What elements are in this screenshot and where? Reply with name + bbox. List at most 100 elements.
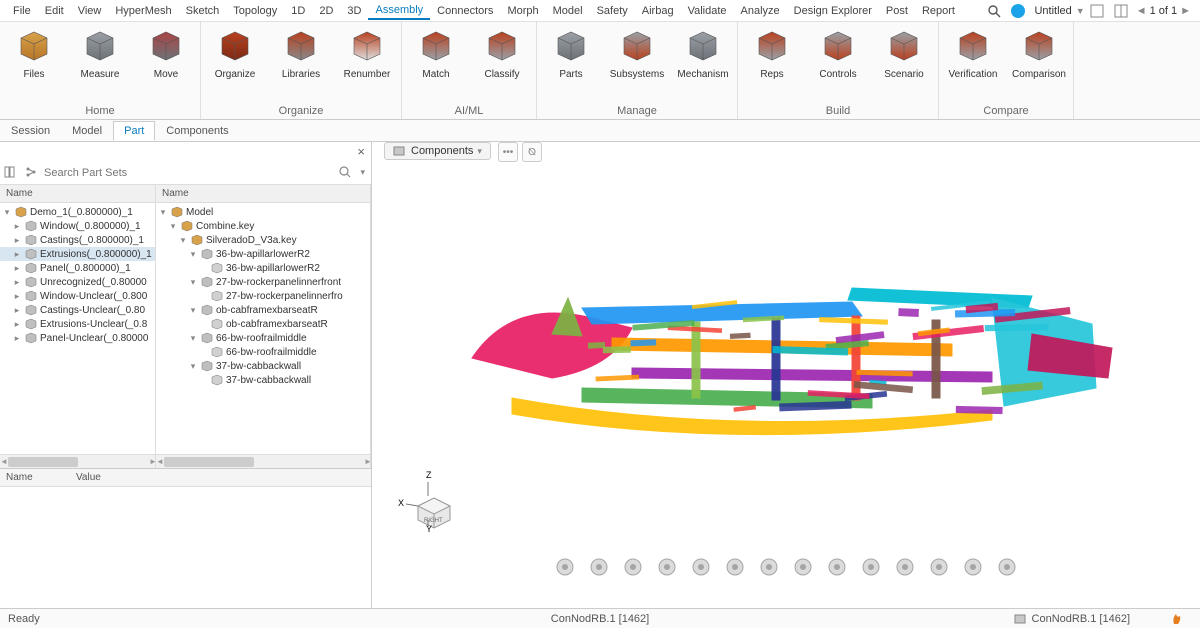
menu-edit[interactable]: Edit xyxy=(38,3,71,19)
tree-node[interactable]: 36-bw-apillarlowerR2 xyxy=(156,261,370,275)
camera-icon[interactable] xyxy=(690,556,712,578)
tool-reps[interactable]: Reps xyxy=(746,28,798,80)
menu-design-explorer[interactable]: Design Explorer xyxy=(787,3,879,19)
left-column-header: Name xyxy=(0,185,155,203)
menu-airbag[interactable]: Airbag xyxy=(635,3,681,19)
tree-node[interactable]: ▾ob-cabframexbarseatR xyxy=(156,303,370,317)
tree-node[interactable]: ▸Extrusions(_0.800000)_1 xyxy=(0,247,155,261)
tree-node[interactable]: 37-bw-cabbackwall xyxy=(156,373,370,387)
camera2-icon[interactable] xyxy=(724,556,746,578)
section-icon[interactable] xyxy=(826,556,848,578)
tree-node[interactable]: ▾SilveradoD_V3a.key xyxy=(156,233,370,247)
target-icon[interactable] xyxy=(656,556,678,578)
shade2-icon[interactable] xyxy=(996,556,1018,578)
tool-scenario[interactable]: Scenario xyxy=(878,28,930,80)
menu-hypermesh[interactable]: HyperMesh xyxy=(108,3,178,19)
tool-renumber[interactable]: Renumber xyxy=(341,28,393,80)
tool-subsystems[interactable]: Subsystems xyxy=(611,28,663,80)
tree-node[interactable]: ▸Castings(_0.800000)_1 xyxy=(0,233,155,247)
tab-part[interactable]: Part xyxy=(113,121,155,141)
window-icon[interactable] xyxy=(1088,2,1106,20)
menu-connectors[interactable]: Connectors xyxy=(430,3,500,19)
tree-node[interactable]: ▾66-bw-roofrailmiddle xyxy=(156,331,370,345)
entity-selector-chip[interactable]: Components ▾ xyxy=(384,142,491,160)
tool-parts[interactable]: Parts xyxy=(545,28,597,80)
tab-model[interactable]: Model xyxy=(61,121,113,141)
tool-measure[interactable]: Measure xyxy=(74,28,126,80)
close-icon[interactable]: × xyxy=(0,142,371,161)
menu-topology[interactable]: Topology xyxy=(226,3,284,19)
tool-controls[interactable]: Controls xyxy=(812,28,864,80)
menu-sketch[interactable]: Sketch xyxy=(179,3,227,19)
menu-file[interactable]: File xyxy=(6,3,38,19)
tool-mechanism[interactable]: Mechanism xyxy=(677,28,729,80)
axis-icon[interactable] xyxy=(894,556,916,578)
model-tree[interactable]: ▾Model▾Combine.key▾SilveradoD_V3a.key▾36… xyxy=(156,203,370,454)
tree-node[interactable]: ▸Extrusions-Unclear(_0.8 xyxy=(0,317,155,331)
document-title[interactable]: Untitled xyxy=(1030,5,1075,17)
render-icon[interactable] xyxy=(928,556,950,578)
tree-node[interactable]: 66-bw-roofrailmiddle xyxy=(156,345,370,359)
menu-view[interactable]: View xyxy=(71,3,109,19)
selector-options-button[interactable]: ••• xyxy=(498,142,518,162)
mat-icon[interactable] xyxy=(860,556,882,578)
model-render xyxy=(432,238,1132,474)
tree-node[interactable]: ▸Window(_0.800000)_1 xyxy=(0,219,155,233)
entity-selector-label: Components xyxy=(411,145,473,157)
menu-1d[interactable]: 1D xyxy=(284,3,312,19)
tab-components[interactable]: Components xyxy=(155,121,239,141)
h-scrollbar[interactable]: ◄► xyxy=(0,454,155,468)
eye-icon[interactable] xyxy=(554,556,576,578)
tool-comparison[interactable]: Comparison xyxy=(1013,28,1065,80)
tool-classify[interactable]: Classify xyxy=(476,28,528,80)
menu-post[interactable]: Post xyxy=(879,3,915,19)
tree-node[interactable]: ▾Model xyxy=(156,205,370,219)
tree-node[interactable]: ▸Panel(_0.800000)_1 xyxy=(0,261,155,275)
layout-icon[interactable] xyxy=(1112,2,1130,20)
tool-move[interactable]: Move xyxy=(140,28,192,80)
tool-verification[interactable]: Verification xyxy=(947,28,999,80)
tree-node[interactable]: ▸Window-Unclear(_0.800 xyxy=(0,289,155,303)
tree-icon[interactable] xyxy=(24,165,40,181)
shade-icon[interactable] xyxy=(962,556,984,578)
tool-organize[interactable]: Organize xyxy=(209,28,261,80)
search-input[interactable] xyxy=(44,167,338,179)
menu-validate[interactable]: Validate xyxy=(681,3,734,19)
columns-icon[interactable] xyxy=(4,165,20,181)
tree-node[interactable]: ▾Demo_1(_0.800000)_1 xyxy=(0,205,155,219)
tab-session[interactable]: Session xyxy=(0,121,61,141)
cube-icon[interactable] xyxy=(622,556,644,578)
tool-libraries[interactable]: Libraries xyxy=(275,28,327,80)
h-scrollbar[interactable]: ◄► xyxy=(156,454,370,468)
user-icon[interactable] xyxy=(1009,2,1027,20)
view-triad[interactable]: RIGHT Z X Y xyxy=(396,470,460,534)
part-sets-tree[interactable]: ▾Demo_1(_0.800000)_1▸Window(_0.800000)_1… xyxy=(0,203,155,454)
menu-3d[interactable]: 3D xyxy=(340,3,368,19)
tree-node[interactable]: ▾Combine.key xyxy=(156,219,370,233)
menu-morph[interactable]: Morph xyxy=(500,3,545,19)
menu-analyze[interactable]: Analyze xyxy=(734,3,787,19)
tree-node[interactable]: ▸Unrecognized(_0.80000 xyxy=(0,275,155,289)
plane-icon[interactable] xyxy=(758,556,780,578)
tree-node[interactable]: ▸Panel-Unclear(_0.80000 xyxy=(0,331,155,345)
tree-node[interactable]: ▾37-bw-cabbackwall xyxy=(156,359,370,373)
search-icon[interactable] xyxy=(338,165,354,181)
selector-clear-button[interactable]: ⦰ xyxy=(522,142,542,162)
tree-node[interactable]: ▸Castings-Unclear(_0.80 xyxy=(0,303,155,317)
globe-icon[interactable] xyxy=(588,556,610,578)
menu-2d[interactable]: 2D xyxy=(312,3,340,19)
tree-node[interactable]: 27-bw-rockerpanelinnerfro xyxy=(156,289,370,303)
3d-viewport[interactable]: Components ▾ ••• ⦰ RIGHT Z X Y xyxy=(372,142,1200,608)
menu-report[interactable]: Report xyxy=(915,3,962,19)
tree-node[interactable]: ▾36-bw-apillarlowerR2 xyxy=(156,247,370,261)
menu-model[interactable]: Model xyxy=(546,3,590,19)
browser-tabs: SessionModelPartComponents xyxy=(0,120,1200,142)
tree-node[interactable]: ▾27-bw-rockerpanelinnerfront xyxy=(156,275,370,289)
menu-assembly[interactable]: Assembly xyxy=(368,2,430,20)
menu-safety[interactable]: Safety xyxy=(590,3,635,19)
clip-icon[interactable] xyxy=(792,556,814,578)
tool-files[interactable]: Files xyxy=(8,28,60,80)
search-icon[interactable] xyxy=(985,2,1003,20)
tool-match[interactable]: Match xyxy=(410,28,462,80)
tree-node[interactable]: ob-cabframexbarseatR xyxy=(156,317,370,331)
